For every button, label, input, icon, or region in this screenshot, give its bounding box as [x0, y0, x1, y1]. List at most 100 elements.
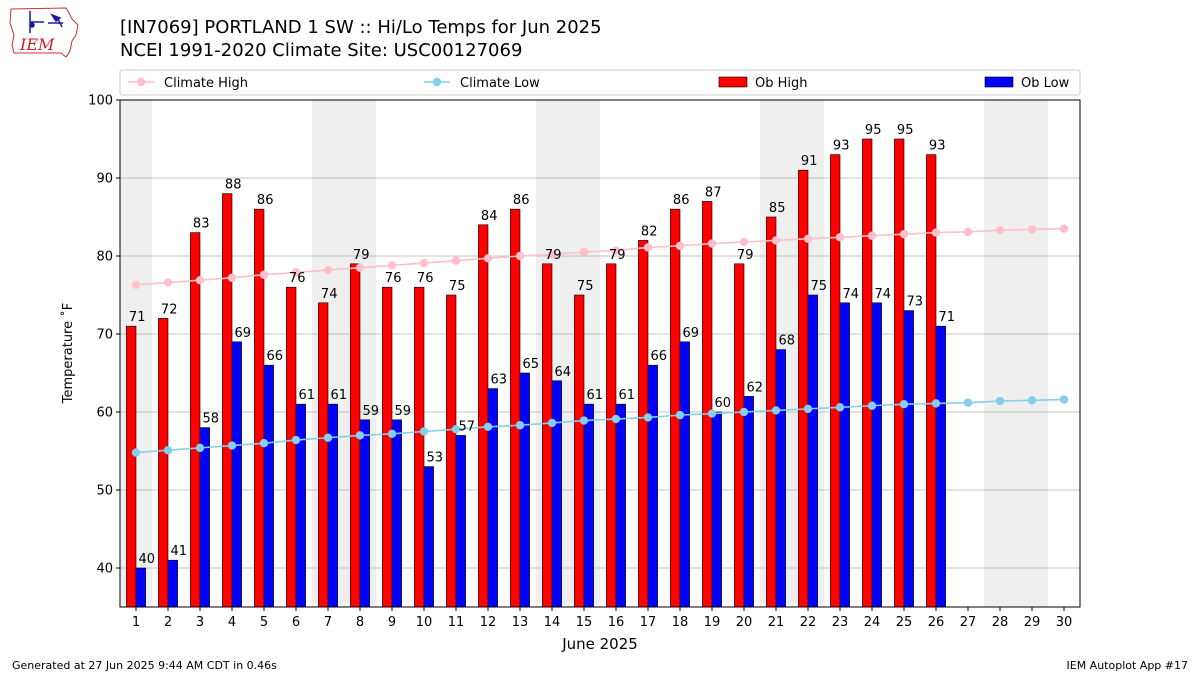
- climate-low-point: [259, 439, 269, 448]
- ob-low-label: 75: [811, 279, 828, 294]
- climate-high-point: [451, 256, 461, 265]
- data-labels: 71 72 83 88 86 76 74 79 76 76 75 84 86 79 75 79 82 86 87 79…: [129, 123, 955, 567]
- climate-high-point: [579, 247, 589, 257]
- ob-low-label: 69: [235, 326, 252, 341]
- ob-high-label: 79: [737, 248, 754, 263]
- climate-high-point: [675, 241, 685, 251]
- ob-low-label: 74: [875, 287, 892, 302]
- y-tick-label: 40: [96, 562, 113, 577]
- app-note: IEM Autoplot App #17: [1066, 659, 1189, 672]
- x-tick-label: 29: [1024, 615, 1041, 630]
- ob-high-label: 93: [833, 139, 850, 154]
- ob-high-label: 86: [257, 193, 274, 208]
- climate-high-point: [611, 246, 621, 255]
- climate-low-point: [643, 413, 653, 422]
- ob-low-label: 61: [331, 388, 348, 403]
- climate-low-point: [739, 407, 749, 417]
- ob-low-bar: [935, 325, 946, 608]
- ob-low-bar: [231, 341, 242, 608]
- ob-low-label: 71: [939, 310, 956, 325]
- logo-text: IEM: [19, 35, 55, 54]
- climate-low-point: [387, 429, 397, 439]
- climate-high-point: [515, 251, 525, 261]
- ob-high-label: 95: [865, 123, 882, 138]
- x-tick-label: 22: [800, 615, 817, 630]
- y-tick-label: 50: [96, 484, 113, 499]
- climate-low-point: [291, 435, 301, 445]
- y-tick-label: 70: [96, 328, 113, 343]
- climate-high-point: [227, 273, 237, 283]
- legend-marker: [136, 77, 146, 87]
- climate-low-point: [419, 427, 429, 436]
- ob-high-bar: [222, 193, 233, 608]
- climate-low-point: [355, 431, 365, 440]
- weekend-band: [536, 100, 568, 607]
- ob-high-bar: [510, 208, 521, 608]
- climate-high-point: [323, 265, 333, 275]
- climate-high-point: [963, 227, 973, 237]
- ob-low-bar: [551, 380, 562, 608]
- x-tick-label: 21: [768, 615, 785, 630]
- x-tick-label: 24: [864, 615, 881, 630]
- ob-low-label: 53: [427, 451, 444, 466]
- x-tick-label: 27: [960, 615, 977, 630]
- weekend-bands: [120, 100, 1048, 607]
- legend-label: Climate High: [164, 76, 248, 91]
- x-tick-label: 23: [832, 615, 849, 630]
- x-tick-label: 4: [228, 615, 236, 630]
- climate-high-point: [355, 263, 365, 272]
- weekend-band: [760, 100, 792, 607]
- ob-high-bar: [734, 263, 745, 608]
- climate-high-point: [803, 234, 813, 244]
- y-tick-label: 100: [88, 94, 113, 109]
- climate-low-point: [483, 422, 493, 432]
- ob-low-label: 74: [843, 287, 860, 302]
- ob-high-label: 85: [769, 201, 786, 216]
- ob-high-bar: [574, 294, 585, 608]
- climate-high-point: [771, 236, 781, 245]
- climate-high-point: [899, 229, 909, 239]
- ob-low-bar: [903, 310, 914, 608]
- x-tick-label: 17: [640, 615, 657, 630]
- ob-high-bar: [414, 286, 425, 608]
- ob-low-bar: [199, 427, 210, 608]
- climate-low-point: [323, 433, 333, 442]
- weather-station-icon: [29, 11, 63, 33]
- climate-low-point: [611, 414, 621, 424]
- ob-low-label: 66: [651, 349, 668, 364]
- ob-high-bar: [638, 240, 649, 608]
- ob-high-bar: [702, 201, 713, 608]
- ob-low-bar: [295, 403, 306, 608]
- ob-high-bar: [190, 232, 201, 608]
- x-tick-label: 26: [928, 615, 945, 630]
- ob-low-bar: [775, 349, 786, 608]
- ob-low-label: 69: [683, 326, 700, 341]
- ob-low-label: 64: [555, 365, 572, 380]
- ob-high-bar: [478, 224, 489, 608]
- x-tick-label: 14: [544, 615, 561, 630]
- ob-low-bar: [455, 435, 466, 608]
- ob-low-bar: [327, 403, 338, 608]
- climate-high-point: [931, 228, 941, 237]
- climate-low-point: [771, 406, 781, 415]
- legend-box: [119, 69, 1081, 96]
- iem-logo: IEM: [9, 7, 79, 58]
- legend-label: Ob Low: [1021, 76, 1070, 91]
- climate-low-point: [867, 401, 877, 410]
- generated-note: Generated at 27 Jun 2025 9:44 AM CDT in …: [12, 659, 277, 672]
- climate-high-point: [643, 243, 653, 252]
- ob-high-label: 75: [449, 279, 466, 294]
- ob-high-label: 76: [385, 271, 402, 286]
- x-tick-label: 16: [608, 615, 625, 630]
- ob-high-label: 76: [417, 271, 434, 286]
- ob-high-bar: [830, 154, 841, 608]
- climate-low-point: [899, 400, 909, 409]
- x-axis-label: June 2025: [561, 635, 638, 653]
- ob-low-label: 57: [459, 419, 476, 434]
- weekend-band: [792, 100, 824, 607]
- ob-high-bar: [670, 208, 681, 608]
- climate-high-point: [739, 237, 749, 247]
- x-tick-label: 13: [512, 615, 529, 630]
- ob-high-label: 82: [641, 224, 658, 239]
